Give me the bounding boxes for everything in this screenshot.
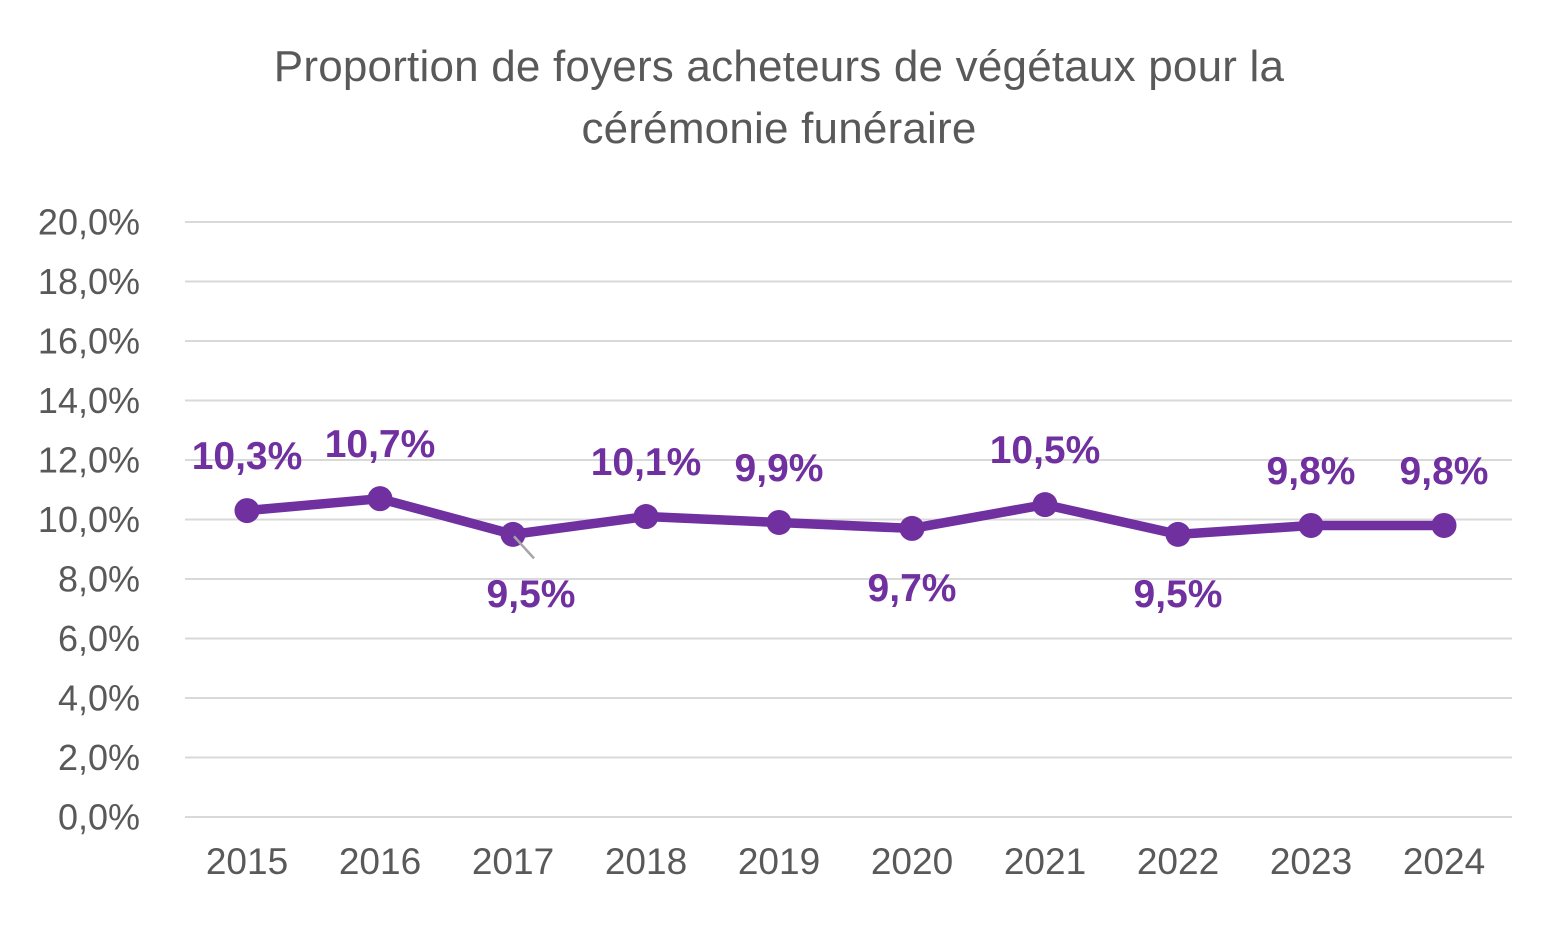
data-point-2023: [1298, 512, 1324, 538]
data-label-2015: 10,3%: [192, 435, 303, 478]
data-label-2024: 9,8%: [1400, 450, 1489, 493]
y-axis-tick-label: 8,0%: [58, 559, 140, 600]
data-point-2022: [1165, 521, 1191, 547]
x-axis-tick-label: 2024: [1403, 841, 1485, 882]
data-label-2019: 9,9%: [735, 447, 824, 490]
x-axis-tick-label: 2015: [206, 841, 288, 882]
data-point-2021: [1032, 492, 1058, 518]
y-axis-tick-label: 6,0%: [58, 618, 140, 659]
data-line: [242, 493, 1449, 540]
data-label-2022: 9,5%: [1134, 573, 1223, 616]
chart-title: Proportion de foyers acheteurs de végéta…: [273, 42, 1285, 154]
x-axis-tick-label: 2017: [472, 841, 554, 882]
x-axis-tick-label: 2018: [605, 841, 687, 882]
y-axis-tick-label: 18,0%: [38, 261, 140, 302]
data-label-2018: 10,1%: [591, 441, 702, 484]
x-axis-tick-label: 2019: [738, 841, 820, 882]
x-axis-tick-label: 2016: [339, 841, 421, 882]
leader-line: [513, 535, 535, 560]
y-axis-tick-label: 4,0%: [58, 678, 140, 719]
x-axis-tick-label: 2022: [1137, 841, 1219, 882]
x-axis-tick-label: 2023: [1270, 841, 1352, 882]
data-point-2015: [234, 498, 260, 524]
data-point-2024: [1431, 512, 1457, 538]
y-axis-tick-label: 0,0%: [58, 797, 140, 838]
data-label-2016: 10,7%: [325, 423, 436, 466]
y-axis-tick-label: 10,0%: [38, 499, 140, 540]
y-axis-tick-label: 20,0%: [38, 202, 140, 243]
data-label-2017: 9,5%: [487, 573, 576, 616]
data-label-2021: 10,5%: [990, 429, 1101, 472]
data-point-2020: [899, 515, 925, 541]
y-axis-tick-label: 12,0%: [38, 440, 140, 481]
data-label-2020: 9,7%: [868, 567, 957, 610]
y-axis-tick-label: 16,0%: [38, 321, 140, 362]
y-axis-tick-label: 14,0%: [38, 380, 140, 421]
data-label-2023: 9,8%: [1267, 450, 1356, 493]
data-point-2016: [367, 486, 393, 512]
data-point-2019: [766, 509, 792, 535]
x-axis-tick-label: 2020: [871, 841, 953, 882]
y-axis-tick-label: 2,0%: [58, 737, 140, 778]
x-axis-tick-label: 2021: [1004, 841, 1086, 882]
data-point-2018: [633, 504, 659, 530]
